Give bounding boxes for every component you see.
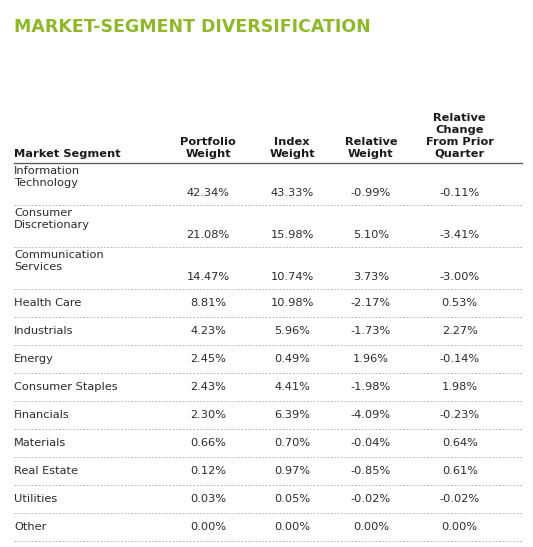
Text: Industrials: Industrials bbox=[14, 326, 74, 336]
Text: Utilities: Utilities bbox=[14, 494, 57, 504]
Text: -0.85%: -0.85% bbox=[351, 466, 391, 476]
Text: MARKET-SEGMENT DIVERSIFICATION: MARKET-SEGMENT DIVERSIFICATION bbox=[14, 18, 371, 36]
Text: 2.27%: 2.27% bbox=[442, 326, 478, 336]
Text: 0.00%: 0.00% bbox=[442, 522, 478, 532]
Text: Relative
Change
From Prior
Quarter: Relative Change From Prior Quarter bbox=[426, 113, 494, 159]
Text: 2.45%: 2.45% bbox=[190, 354, 226, 364]
Text: 0.03%: 0.03% bbox=[190, 494, 227, 504]
Text: 0.00%: 0.00% bbox=[274, 522, 310, 532]
Text: 2.30%: 2.30% bbox=[190, 410, 227, 420]
Text: Financials: Financials bbox=[14, 410, 70, 420]
Text: 6.39%: 6.39% bbox=[274, 410, 310, 420]
Text: -0.23%: -0.23% bbox=[440, 410, 480, 420]
Text: 0.05%: 0.05% bbox=[274, 494, 310, 504]
Text: Relative
Weight: Relative Weight bbox=[344, 137, 397, 159]
Text: 0.00%: 0.00% bbox=[353, 522, 389, 532]
Text: 42.34%: 42.34% bbox=[187, 188, 230, 198]
Text: 0.70%: 0.70% bbox=[274, 438, 310, 448]
Text: -2.17%: -2.17% bbox=[351, 298, 391, 308]
Text: -1.73%: -1.73% bbox=[351, 326, 391, 336]
Text: 0.00%: 0.00% bbox=[190, 522, 227, 532]
Text: 2.43%: 2.43% bbox=[190, 382, 226, 392]
Text: -0.11%: -0.11% bbox=[440, 188, 480, 198]
Text: 15.98%: 15.98% bbox=[270, 230, 314, 240]
Text: 10.98%: 10.98% bbox=[270, 298, 314, 308]
Text: 0.49%: 0.49% bbox=[274, 354, 310, 364]
Text: -0.99%: -0.99% bbox=[351, 188, 391, 198]
Text: Information
Technology: Information Technology bbox=[14, 166, 80, 188]
Text: Communication
Services: Communication Services bbox=[14, 250, 104, 272]
Text: 5.10%: 5.10% bbox=[353, 230, 389, 240]
Text: Consumer
Discretionary: Consumer Discretionary bbox=[14, 208, 90, 230]
Text: Energy: Energy bbox=[14, 354, 54, 364]
Text: 0.61%: 0.61% bbox=[442, 466, 478, 476]
Text: 4.23%: 4.23% bbox=[190, 326, 226, 336]
Text: -1.98%: -1.98% bbox=[351, 382, 391, 392]
Text: Index
Weight: Index Weight bbox=[269, 137, 315, 159]
Text: Real Estate: Real Estate bbox=[14, 466, 78, 476]
Text: -0.14%: -0.14% bbox=[440, 354, 480, 364]
Text: 0.97%: 0.97% bbox=[274, 466, 310, 476]
Text: 0.53%: 0.53% bbox=[442, 298, 478, 308]
Text: Portfolio
Weight: Portfolio Weight bbox=[181, 137, 236, 159]
Text: 3.73%: 3.73% bbox=[353, 272, 389, 282]
Text: Materials: Materials bbox=[14, 438, 66, 448]
Text: -0.04%: -0.04% bbox=[351, 438, 391, 448]
Text: Consumer Staples: Consumer Staples bbox=[14, 382, 118, 392]
Text: 43.33%: 43.33% bbox=[271, 188, 314, 198]
Text: 8.81%: 8.81% bbox=[190, 298, 227, 308]
Text: 10.74%: 10.74% bbox=[271, 272, 314, 282]
Text: -0.02%: -0.02% bbox=[351, 494, 391, 504]
Text: Other: Other bbox=[14, 522, 46, 532]
Text: 1.96%: 1.96% bbox=[353, 354, 389, 364]
Text: 14.47%: 14.47% bbox=[187, 272, 230, 282]
Text: 1.98%: 1.98% bbox=[442, 382, 478, 392]
Text: -3.41%: -3.41% bbox=[440, 230, 480, 240]
Text: Health Care: Health Care bbox=[14, 298, 82, 308]
Text: Market Segment: Market Segment bbox=[14, 149, 120, 159]
Text: 4.41%: 4.41% bbox=[274, 382, 310, 392]
Text: -3.00%: -3.00% bbox=[440, 272, 480, 282]
Text: 21.08%: 21.08% bbox=[187, 230, 230, 240]
Text: 0.12%: 0.12% bbox=[190, 466, 227, 476]
Text: 0.64%: 0.64% bbox=[442, 438, 478, 448]
Text: 5.96%: 5.96% bbox=[274, 326, 310, 336]
Text: -0.02%: -0.02% bbox=[440, 494, 480, 504]
Text: -4.09%: -4.09% bbox=[351, 410, 391, 420]
Text: 0.66%: 0.66% bbox=[190, 438, 226, 448]
